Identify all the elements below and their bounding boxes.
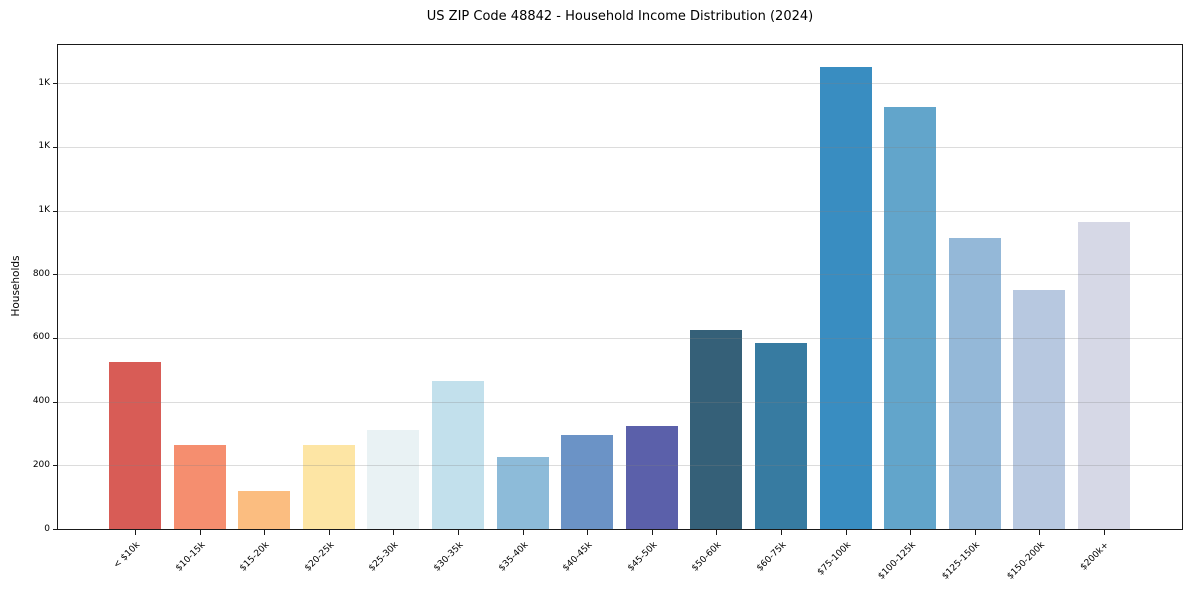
y-tick — [53, 210, 58, 212]
y-tick — [53, 83, 58, 85]
x-tick — [974, 530, 976, 535]
gridline-800 — [58, 274, 1182, 276]
gridline-400 — [58, 401, 1182, 403]
bar--75-100k — [819, 67, 872, 529]
y-axis-label: Households — [10, 255, 22, 317]
x-tick-label: $125-150k — [940, 540, 983, 582]
x-tick — [458, 530, 459, 535]
y-tick — [53, 401, 58, 403]
x-tick-label: $10-15k — [173, 540, 207, 574]
x-tick — [910, 530, 912, 535]
x-tick — [264, 530, 266, 535]
x-tick-label: $25-30k — [367, 540, 401, 574]
bar--200k+ — [1078, 221, 1130, 529]
bar--10k — [109, 361, 161, 529]
x-tick-label: $20-25k — [302, 540, 337, 574]
bar--35-40k — [496, 457, 549, 529]
gridline-600 — [58, 337, 1182, 339]
x-tick-label: $60-75k — [755, 540, 789, 574]
x-tick-label: $40-45k — [561, 540, 595, 574]
y-tick-label: 1K — [38, 205, 50, 216]
x-tick-label: $50-60k — [690, 540, 724, 574]
y-tick-label: 0 — [44, 523, 50, 534]
x-tick-label: < $10k — [112, 540, 143, 571]
x-tick — [199, 530, 201, 535]
y-tick — [53, 529, 58, 530]
x-tick-label: $15-20k — [238, 540, 272, 574]
gridline-1200 — [58, 146, 1182, 148]
y-tick-label: 800 — [32, 268, 50, 279]
y-tick-label: 1K — [38, 77, 50, 88]
gridline-1000 — [58, 210, 1182, 212]
bar--20-25k — [302, 444, 355, 529]
chart-title: US ZIP Code 48842 - Household Income Dis… — [426, 9, 814, 24]
bar--45-50k — [625, 425, 678, 529]
x-tick — [328, 530, 330, 535]
x-tick — [587, 530, 589, 535]
y-tick-label: 1K — [38, 141, 50, 152]
plot-area — [57, 44, 1183, 530]
x-tick — [716, 530, 718, 535]
bar--150-200k — [1013, 290, 1066, 529]
bar--25-30k — [367, 430, 420, 529]
y-tick — [53, 274, 58, 276]
bar--15-20k — [238, 490, 291, 529]
y-tick — [53, 465, 58, 467]
gridline-200 — [58, 465, 1182, 467]
y-tick — [53, 337, 58, 339]
x-tick-label: $45-50k — [625, 540, 660, 574]
bar--50-60k — [690, 330, 743, 529]
y-tick — [53, 146, 58, 148]
x-tick-label: $100-125k — [876, 540, 918, 582]
x-tick-label: $35-40k — [496, 540, 530, 574]
bar--100-125k — [884, 107, 937, 529]
x-tick — [781, 530, 782, 535]
x-tick — [1039, 530, 1041, 535]
x-tick-label: $75-100k — [815, 540, 853, 578]
x-tick — [135, 530, 136, 535]
x-tick — [393, 530, 395, 535]
x-tick — [522, 530, 524, 535]
bar--40-45k — [561, 435, 614, 529]
bar--30-35k — [432, 380, 484, 529]
y-tick-label: 400 — [32, 396, 50, 407]
x-tick-label: $30-35k — [432, 540, 466, 574]
x-tick — [845, 530, 847, 535]
x-tick-label: $200k+ — [1079, 540, 1112, 573]
bar--10-15k — [173, 444, 226, 529]
y-tick-label: 600 — [32, 332, 50, 343]
bar--60-75k — [755, 342, 807, 529]
gridline-1400 — [58, 83, 1182, 85]
y-tick-label: 200 — [32, 459, 50, 470]
x-tick-label: $150-200k — [1005, 540, 1047, 582]
bar--125-150k — [948, 237, 1001, 529]
x-tick — [651, 530, 653, 535]
x-tick — [1104, 530, 1105, 535]
